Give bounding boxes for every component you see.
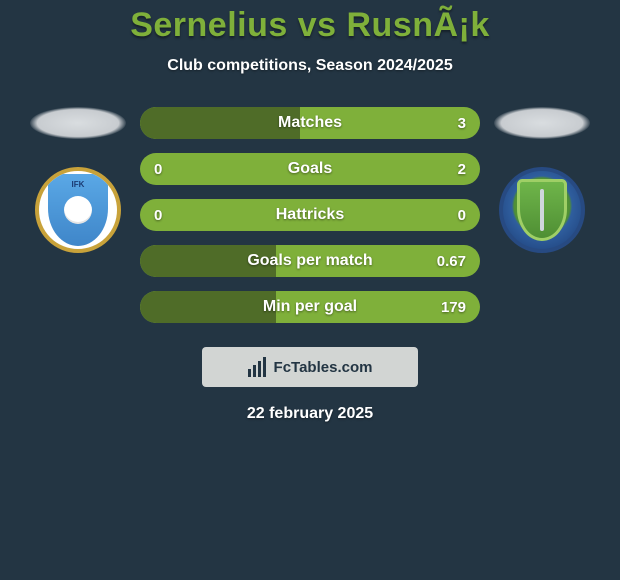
right-plinth — [494, 107, 590, 139]
stat-label: Hattricks — [140, 206, 480, 224]
stat-right-value: 0 — [438, 207, 466, 224]
stat-left-value: 0 — [154, 161, 182, 178]
stat-right-value: 2 — [438, 161, 466, 178]
comparison-card: Sernelius vs RusnÃ¡k Club competitions, … — [0, 0, 620, 423]
page-subtitle: Club competitions, Season 2024/2025 — [0, 57, 620, 75]
seattle-sounders-badge-icon — [499, 167, 585, 253]
ball-icon — [64, 196, 92, 224]
stat-row: 0Hattricks0 — [140, 199, 480, 231]
stat-right-value: 179 — [438, 299, 466, 316]
stat-label: Goals — [140, 160, 480, 178]
bar-chart-icon — [248, 357, 268, 377]
date-label: 22 february 2025 — [0, 405, 620, 423]
ifk-norrkoping-badge-icon: IFK — [35, 167, 121, 253]
left-team-column: IFK — [28, 107, 128, 253]
stat-fill-left — [140, 291, 276, 323]
stat-fill-left — [140, 245, 276, 277]
stat-row: Matches3 — [140, 107, 480, 139]
space-needle-icon — [540, 189, 544, 231]
stat-right-value: 0.67 — [437, 253, 466, 270]
stats-list: Matches30Goals20Hattricks0Goals per matc… — [140, 107, 480, 323]
stat-row: 0Goals2 — [140, 153, 480, 185]
stat-fill-left — [140, 107, 300, 139]
right-team-badge — [492, 167, 592, 253]
right-team-column — [492, 107, 592, 253]
badge-left-text: IFK — [48, 180, 108, 189]
brand-text: FcTables.com — [274, 359, 373, 376]
brand-box[interactable]: FcTables.com — [202, 347, 418, 387]
stat-row: Min per goal179 — [140, 291, 480, 323]
stat-row: Goals per match0.67 — [140, 245, 480, 277]
main-row: IFK Matches30Goals20Hattricks0Goals per … — [0, 107, 620, 323]
page-title: Sernelius vs RusnÃ¡k — [0, 6, 620, 45]
left-plinth — [30, 107, 126, 139]
stat-left-value: 0 — [154, 207, 182, 224]
stat-right-value: 3 — [438, 115, 466, 132]
left-team-badge: IFK — [28, 167, 128, 253]
